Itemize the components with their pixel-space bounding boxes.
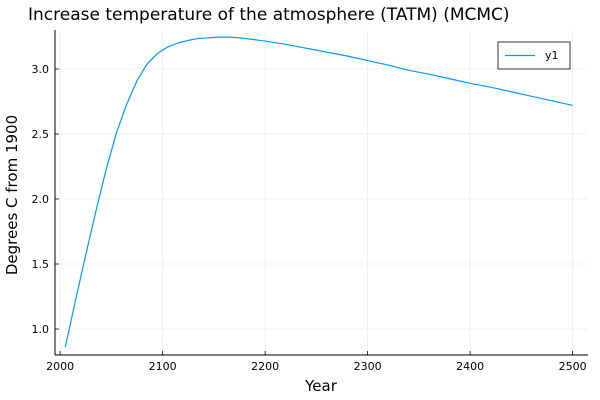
x-ticks: 2000 2100 2200 2300 2400 2500	[46, 351, 587, 373]
y-axis-label: Degrees C from 1900	[3, 115, 21, 275]
x-tick-label: 2400	[456, 360, 484, 373]
x-tick-label: 2100	[149, 360, 177, 373]
axes	[54, 30, 588, 356]
x-tick-label: 2200	[251, 360, 279, 373]
y-tick-label: 2.5	[32, 128, 50, 141]
y-ticks: 1.0 1.5 2.0 2.5 3.0	[32, 63, 59, 336]
y-tick-label: 1.5	[32, 258, 50, 271]
y-tick-label: 3.0	[32, 63, 50, 76]
y-tick-label: 2.0	[32, 193, 50, 206]
x-tick-label: 2300	[354, 360, 382, 373]
legend: y1	[497, 41, 571, 70]
legend-label: y1	[545, 49, 559, 62]
x-tick-label: 2500	[559, 360, 587, 373]
x-axis-label: Year	[304, 377, 338, 395]
chart-title: Increase temperature of the atmosphere (…	[28, 5, 510, 25]
y-tick-label: 1.0	[32, 323, 50, 336]
series-layer	[64, 36, 573, 348]
x-tick-label: 2000	[46, 360, 74, 373]
series-line-y1	[64, 36, 573, 348]
